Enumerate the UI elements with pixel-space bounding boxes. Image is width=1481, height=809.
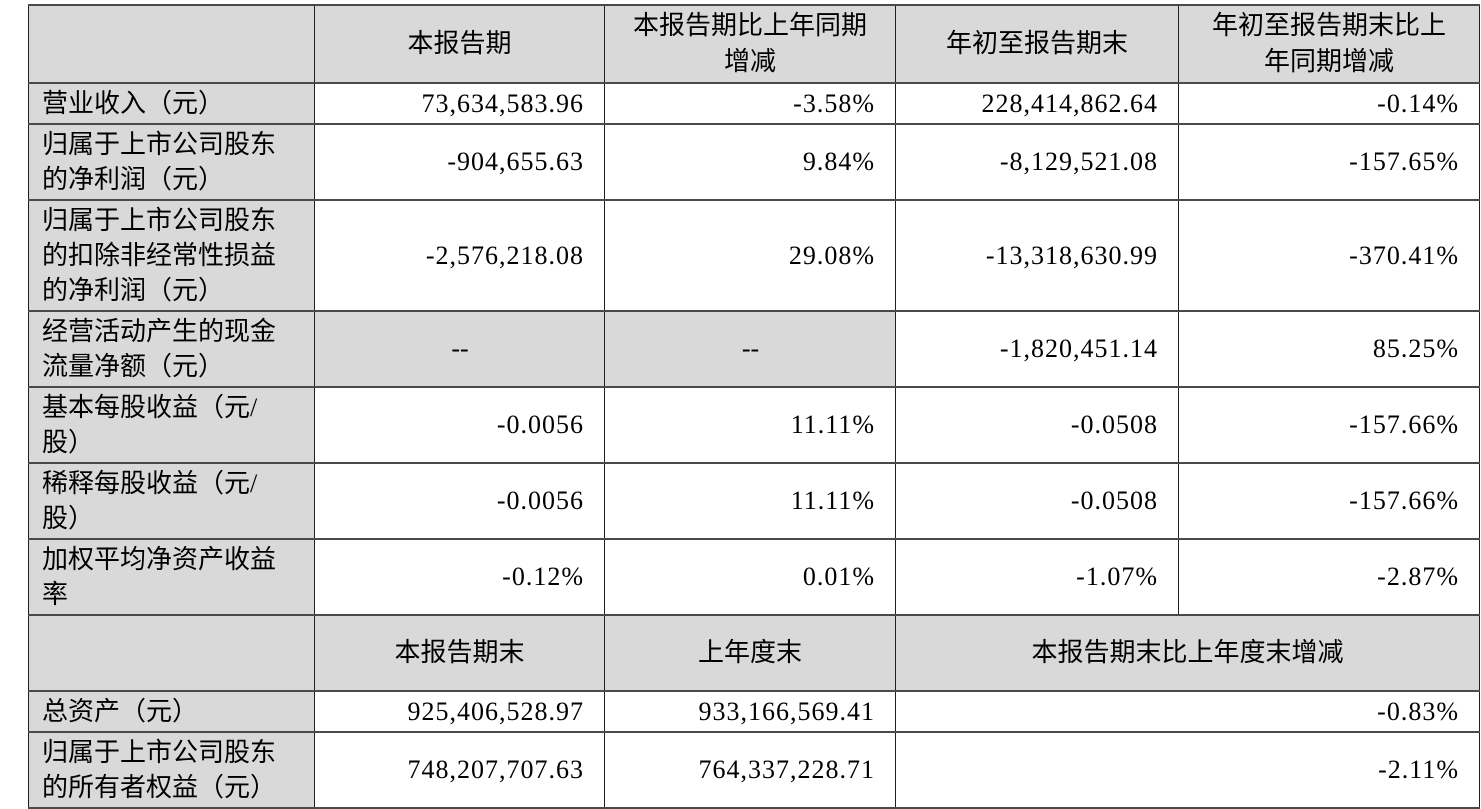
table-row-weighted-avg-roe: 加权平均净资产收益 率 -0.12% 0.01% -1.07% -2.87% <box>28 538 1480 616</box>
header-blank-cell <box>28 4 315 84</box>
cell-value: 925,406,528.97 <box>314 690 605 733</box>
cell-value: -157.66% <box>1178 386 1480 464</box>
cell-value: 9.84% <box>604 123 896 201</box>
cell-value: -1.07% <box>895 538 1179 616</box>
table-row-basic-eps: 基本每股收益（元/ 股） -0.0056 11.11% -0.0508 -157… <box>28 386 1480 464</box>
cell-value: 11.11% <box>604 386 896 464</box>
table-row-shareholders-equity: 归属于上市公司股东 的所有者权益（元） 748,207,707.63 764,3… <box>28 731 1480 809</box>
cell-value: -157.66% <box>1178 462 1480 540</box>
table-row-operating-cash-flow: 经营活动产生的现金 流量净额（元） -- -- -1,820,451.14 85… <box>28 310 1480 388</box>
cell-value: -0.83% <box>895 690 1480 733</box>
cell-value: 228,414,862.64 <box>895 82 1179 125</box>
cell-value: -904,655.63 <box>314 123 605 201</box>
cell-value: -8,129,521.08 <box>895 123 1179 201</box>
cell-value: -0.14% <box>1178 82 1480 125</box>
cell-value: -1,820,451.14 <box>895 310 1179 388</box>
cell-value: -2.87% <box>1178 538 1480 616</box>
row-label: 归属于上市公司股东 的扣除非经常性损益 的净利润（元） <box>28 199 315 312</box>
cell-value: -3.58% <box>604 82 896 125</box>
row-label: 稀释每股收益（元/ 股） <box>28 462 315 540</box>
header-year-to-date-yoy-change: 年初至报告期末比上 年同期增减 <box>1178 4 1480 84</box>
row-label: 归属于上市公司股东 的所有者权益（元） <box>28 731 315 809</box>
table-row-net-profit-excl-nonrecurring: 归属于上市公司股东 的扣除非经常性损益 的净利润（元） -2,576,218.0… <box>28 199 1480 312</box>
cell-value: 933,166,569.41 <box>604 690 896 733</box>
cell-value: 764,337,228.71 <box>604 731 896 809</box>
cell-value: 85.25% <box>1178 310 1480 388</box>
cell-value: -0.0056 <box>314 462 605 540</box>
section1-header-row: 本报告期 本报告期比上年同期 增减 年初至报告期末 年初至报告期末比上 年同期增… <box>28 4 1480 84</box>
financial-summary-table: 本报告期 本报告期比上年同期 增减 年初至报告期末 年初至报告期末比上 年同期增… <box>28 4 1480 809</box>
table-row-diluted-eps: 稀释每股收益（元/ 股） -0.0056 11.11% -0.0508 -157… <box>28 462 1480 540</box>
header-current-period-yoy-change: 本报告期比上年同期 增减 <box>604 4 896 84</box>
cell-value-placeholder: -- <box>604 310 896 388</box>
row-label: 归属于上市公司股东 的净利润（元） <box>28 123 315 201</box>
header-end-of-period: 本报告期末 <box>314 614 605 692</box>
cell-value-placeholder: -- <box>314 310 605 388</box>
table-row-total-assets: 总资产（元） 925,406,528.97 933,166,569.41 -0.… <box>28 690 1480 733</box>
section2-header-row: 本报告期末 上年度末 本报告期末比上年度末增减 <box>28 614 1480 692</box>
table-row-net-profit: 归属于上市公司股东 的净利润（元） -904,655.63 9.84% -8,1… <box>28 123 1480 201</box>
cell-value: 0.01% <box>604 538 896 616</box>
cell-value: -0.12% <box>314 538 605 616</box>
cell-value: -2.11% <box>895 731 1480 809</box>
cell-value: -157.65% <box>1178 123 1480 201</box>
cell-value: -13,318,630.99 <box>895 199 1179 312</box>
cell-value: 11.11% <box>604 462 896 540</box>
header-blank-cell <box>28 614 315 692</box>
cell-value: 29.08% <box>604 199 896 312</box>
header-end-of-prior-year: 上年度末 <box>604 614 896 692</box>
cell-value: -0.0508 <box>895 462 1179 540</box>
row-label: 总资产（元） <box>28 690 315 733</box>
cell-value: -0.0508 <box>895 386 1179 464</box>
header-current-period: 本报告期 <box>314 4 605 84</box>
row-label: 加权平均净资产收益 率 <box>28 538 315 616</box>
header-year-to-date: 年初至报告期末 <box>895 4 1179 84</box>
cell-value: 73,634,583.96 <box>314 82 605 125</box>
header-period-end-vs-prior-year-end-change: 本报告期末比上年度末增减 <box>895 614 1480 692</box>
cell-value: -370.41% <box>1178 199 1480 312</box>
row-label: 经营活动产生的现金 流量净额（元） <box>28 310 315 388</box>
cell-value: -0.0056 <box>314 386 605 464</box>
table-row-revenue: 营业收入（元） 73,634,583.96 -3.58% 228,414,862… <box>28 82 1480 125</box>
cell-value: -2,576,218.08 <box>314 199 605 312</box>
cell-value: 748,207,707.63 <box>314 731 605 809</box>
row-label: 基本每股收益（元/ 股） <box>28 386 315 464</box>
row-label: 营业收入（元） <box>28 82 315 125</box>
